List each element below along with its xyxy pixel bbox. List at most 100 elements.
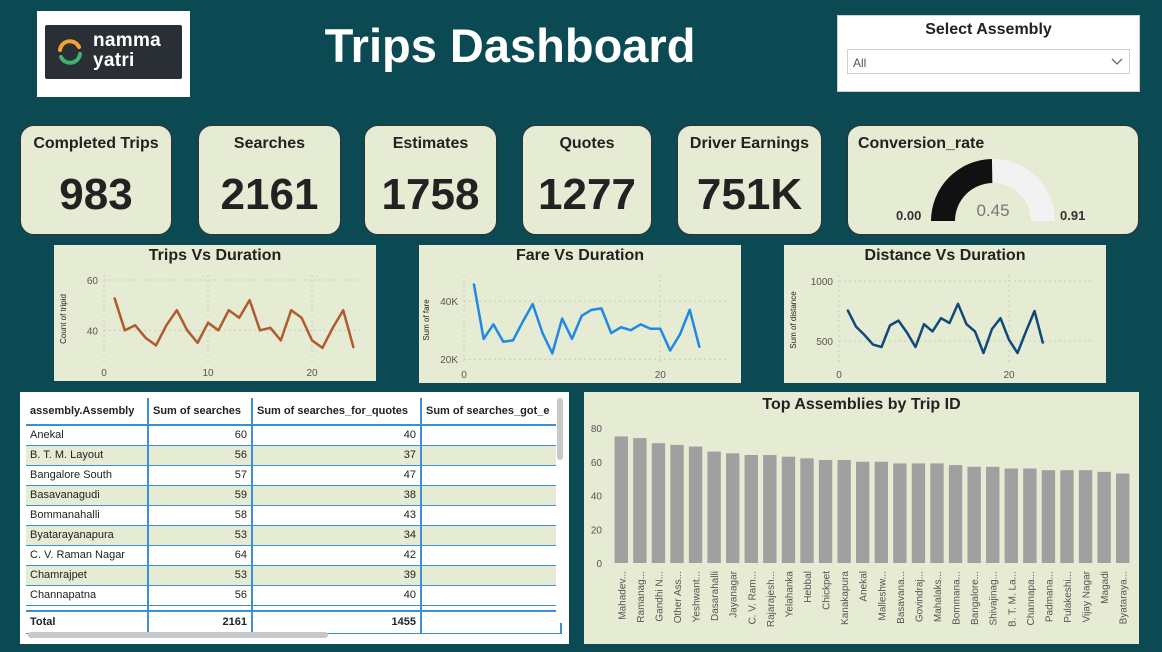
conversion-gauge: 0.00 0.91 0.45 [896,159,1085,223]
data-point [1000,317,1001,319]
assembly-dropdown[interactable]: All [847,49,1130,74]
x-tick-label: 20 [306,368,318,379]
data-point [659,328,661,330]
data-point [581,315,583,317]
bar[interactable] [893,463,907,563]
namma-yatri-icon [58,39,82,65]
y-tick-label: 80 [591,424,603,435]
y-tick-label: 40 [591,492,603,503]
data-point [679,334,681,336]
table-cell: B. T. M. Layout [26,445,149,466]
bar[interactable] [651,443,666,563]
table-cell: 64 [148,545,253,566]
dropdown-value: All [853,56,867,70]
data-point [855,326,857,328]
x-tick-label: Other Ass... [673,571,684,623]
bar[interactable] [1097,471,1111,563]
gauge-label: Conversion_rate [858,135,985,152]
bar[interactable] [1004,468,1018,564]
column-header[interactable]: Sum of searches [148,398,253,426]
table-cell: Bommanahalli [26,505,149,526]
bar[interactable] [707,451,721,563]
gauge-track [991,159,1055,221]
scroll-thumb[interactable] [557,398,563,460]
bar[interactable] [1041,470,1056,563]
table-row[interactable]: Bangalore South 57 47 [26,465,562,486]
table-row[interactable]: C. V. Raman Nagar 64 42 [26,545,562,566]
fare-vs-duration-chart: 20K 40K 0 20 Sum of fare Fare Vs Duration [419,245,741,383]
bar[interactable] [633,438,647,563]
total-cell [421,610,562,634]
data-point [898,320,899,322]
bar[interactable] [911,463,926,563]
y-axis-title: Count of tripid [59,294,68,344]
vertical-scrollbar[interactable] [556,398,564,623]
data-point [906,332,908,334]
data-point [847,309,848,311]
data-point [512,339,514,341]
table-header-row: assembly.Assembly Sum of searches Sum of… [26,398,562,426]
column-header[interactable]: Sum of searches_got_e [421,398,562,426]
logo-line1: namma [93,30,162,51]
table-cell: Anekal [26,425,149,446]
data-point [689,309,691,311]
gauge-value: 0.45 [976,201,1009,220]
data-point [155,344,157,346]
data-point [134,324,136,326]
x-tick-label: Rajarajesh... [766,571,777,627]
bar[interactable] [1060,470,1074,563]
brand-logo: namma yatri [37,11,190,97]
bar[interactable] [1116,473,1130,563]
x-tick-label: Yelahanka [784,571,795,618]
bar[interactable] [837,460,851,563]
kpi-card-estimates: Estimates 1758 [364,125,497,235]
table-row[interactable]: Anekal 60 40 [26,425,562,446]
bar[interactable] [688,446,703,563]
table-row[interactable]: Byatarayanapura 53 34 [26,525,562,546]
table-cell [421,545,562,566]
table-cell: 57 [148,465,253,486]
bar[interactable] [726,453,740,563]
x-tick-label: Hebbal [803,571,814,603]
data-point [610,332,612,334]
bar[interactable] [614,436,628,563]
table-cell: 47 [252,465,422,486]
kpi-card-quotes: Quotes 1277 [522,125,652,235]
bar[interactable] [781,456,796,563]
data-point [353,347,355,349]
table-row[interactable]: Basavanagudi 59 38 [26,485,562,506]
table-row[interactable]: Bommanahalli 58 43 [26,505,562,526]
bar[interactable] [763,455,777,563]
table-row[interactable]: Channapatna 56 40 [26,585,562,606]
table-row[interactable]: Chamrajpet 53 39 [26,565,562,586]
bar[interactable] [930,463,944,563]
column-header[interactable]: Sum of searches_for_quotes [252,398,422,426]
bar[interactable] [948,465,963,563]
series-line [846,302,1045,355]
chart-title: Trips Vs Duration [148,247,282,264]
series-line [113,297,355,350]
bar[interactable] [874,461,888,563]
bar[interactable] [1078,470,1093,563]
bar[interactable] [856,461,870,563]
bar[interactable] [986,466,1000,563]
bar[interactable] [800,458,814,563]
bar[interactable] [818,460,833,563]
bar[interactable] [1023,468,1037,564]
column-header[interactable]: assembly.Assembly [26,398,149,426]
table-cell: 39 [252,565,422,586]
top-assemblies-chart: 0 20 40 60 80 Mahadev... Ramanag... Gandhi N...… [584,392,1139,644]
y-tick-label: 1000 [811,277,834,288]
y-axis-title: Sum of fare [422,299,431,341]
y-tick-label: 40K [440,297,458,308]
table-cell: C. V. Raman Nagar [26,545,149,566]
table-row[interactable]: B. T. M. Layout 56 37 [26,445,562,466]
bar[interactable] [744,455,758,563]
bar[interactable] [967,466,981,563]
bar[interactable] [670,444,684,563]
table-cell: 40 [252,425,422,446]
horizontal-scrollbar[interactable] [28,632,328,638]
data-point [492,323,494,325]
data-point [238,317,240,319]
kpi-value: 1277 [538,170,636,219]
